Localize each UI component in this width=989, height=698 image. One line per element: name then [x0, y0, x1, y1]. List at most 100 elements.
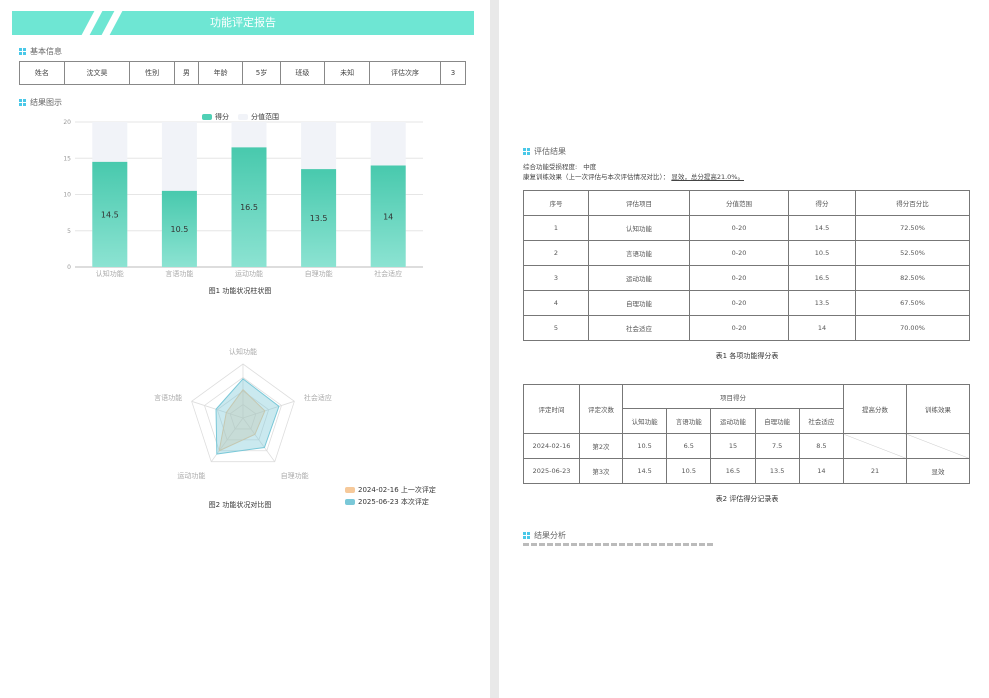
section-title: 基本信息	[30, 47, 62, 56]
table-cell: 16.5	[710, 458, 756, 484]
legend-swatch-range	[238, 114, 248, 120]
bar-value-label: 16.5	[240, 203, 258, 212]
report-page-2	[499, 0, 989, 698]
table-header: 得分百分比	[855, 190, 970, 216]
table-header: 运动功能	[710, 408, 756, 434]
table-cell: 1	[523, 215, 589, 241]
table-header: 自理功能	[754, 408, 800, 434]
section-basic-info: 基本信息	[19, 46, 62, 57]
bar-value-label: 10.5	[170, 225, 188, 234]
table-header: 得分	[788, 190, 856, 216]
order-value: 3	[440, 61, 466, 85]
y-tick-label: 20	[63, 119, 71, 126]
score-table: 序号 评估项目 分值范围 得分 得分百分比 1 认知功能 0-20 14.5 7…	[523, 190, 970, 341]
grid-icon	[523, 148, 530, 155]
bar-chart: 0 5 10 15 20 14.5 认知功能 10.5 言语功能 16.5 运动功能 13.5 自理功能…	[63, 119, 423, 278]
table-cell: 第3次	[579, 458, 623, 484]
section-title: 评估结果	[534, 147, 566, 156]
analysis-text-cut-off	[523, 543, 713, 546]
radar-series-area	[215, 378, 280, 455]
table-cell: 0-20	[689, 265, 789, 291]
table-cell: 14	[798, 458, 845, 484]
table-cell: 14	[788, 315, 856, 341]
radar-axis-label: 自理功能	[281, 471, 309, 480]
table-cell: 言语功能	[588, 240, 690, 266]
radar-axis-label: 言语功能	[154, 393, 182, 402]
table-cell: 0-20	[689, 215, 789, 241]
order-label: 评估次序	[369, 61, 441, 85]
score-bar	[92, 161, 128, 267]
table-cell: 0-20	[689, 290, 789, 316]
table-cell: 3	[523, 265, 589, 291]
table-cell: 10.5	[788, 240, 856, 266]
table-cell: 4	[523, 290, 589, 316]
radar-legend-prev: 2024-02-16 上一次评定	[345, 485, 436, 495]
radar-grid-ring	[229, 404, 257, 430]
age-label: 年龄	[197, 61, 244, 85]
score-bar	[231, 147, 267, 267]
table-cell: 21	[843, 458, 907, 484]
record-table-caption: 表2 评估得分记录表	[715, 495, 779, 503]
legend-range: 分值范围	[251, 113, 279, 121]
bar-value-label: 14.5	[101, 210, 119, 219]
table-cell: 5	[523, 315, 589, 341]
legend-curr: 2025-06-23 本次评定	[358, 498, 429, 506]
table-header: 提高分数	[843, 384, 907, 434]
bar-chart-caption: 图1 功能状况柱状图	[208, 287, 272, 295]
report-page-1: 功能评定报告 基本信息 姓名 沈文昊 性别 男 年龄 5岁 班级 未知 评估次序…	[0, 0, 490, 698]
name-value: 沈文昊	[63, 61, 131, 85]
table-cell: 2	[523, 240, 589, 266]
radar-chart-caption: 图2 功能状况对比图	[208, 501, 272, 509]
table-cell: 社会适应	[588, 315, 690, 341]
table-cell: 10.5	[621, 433, 668, 459]
score-bar	[161, 190, 197, 267]
table-row: 3 运动功能 0-20 16.5 82.50%	[523, 265, 970, 291]
grid-icon	[523, 532, 530, 539]
x-tick-label: 言语功能	[165, 269, 193, 278]
table-row: 5 社会适应 0-20 14 70.00%	[523, 315, 970, 341]
legend-swatch-score	[202, 114, 212, 120]
table-header: 评定次数	[579, 384, 623, 434]
table-row: 2025-06-23 第3次 14.5 10.5 16.5 13.5 14 21…	[523, 458, 970, 484]
section-title: 结果图示	[30, 98, 62, 107]
class-value: 未知	[324, 61, 370, 85]
table-cell: 16.5	[788, 265, 856, 291]
table-cell: 显效	[906, 458, 970, 484]
radar-axis-label: 社会适应	[304, 393, 332, 402]
table-cell: 15	[710, 433, 756, 459]
section-eval: 评估结果	[523, 146, 566, 157]
table-cell: 72.50%	[855, 215, 970, 241]
table-row: 2024-02-16 第2次 10.5 6.5 15 7.5 8.5	[523, 433, 970, 459]
table-cell-empty	[843, 433, 907, 459]
report-title: 功能评定报告	[210, 16, 276, 29]
table-cell: 13.5	[788, 290, 856, 316]
y-tick-label: 15	[63, 155, 71, 162]
gender-label: 性别	[129, 61, 175, 85]
table-header-row: 评定时间 评定次数 项目得分 提高分数 训练效果	[523, 384, 970, 434]
overall-label: 综合功能受损程度:	[523, 163, 578, 171]
table-cell: 2025-06-23	[523, 458, 580, 484]
section-title: 结果分析	[534, 531, 566, 540]
table-header: 评定时间	[523, 384, 580, 434]
table-cell: 自理功能	[588, 290, 690, 316]
effect-line: 康复训练效果（上一次评估与本次评估情况对比）： 显效，总分提高21.0%。	[523, 171, 744, 181]
table-cell: 认知功能	[588, 215, 690, 241]
y-tick-label: 10	[63, 192, 71, 199]
table-header: 社会适应	[798, 408, 845, 434]
radar-series-area	[218, 388, 266, 452]
section-analysis: 结果分析	[523, 530, 566, 541]
legend-score: 得分	[215, 113, 229, 121]
report-title-bar: 功能评定报告	[12, 11, 474, 35]
overall-line: 综合功能受损程度: 中度	[523, 161, 596, 171]
y-tick-label: 5	[67, 228, 71, 235]
table-header-row: 认知功能 言语功能 运动功能 自理功能 社会适应	[524, 408, 970, 434]
table-cell: 运动功能	[588, 265, 690, 291]
class-label: 班级	[279, 61, 326, 85]
table-cell: 14.5	[621, 458, 668, 484]
radar-axis-label: 运动功能	[177, 471, 205, 480]
table-cell: 10.5	[666, 458, 712, 484]
legend-swatch-curr	[345, 499, 355, 505]
table-header: 言语功能	[666, 408, 712, 434]
table-cell: 第2次	[579, 433, 623, 459]
